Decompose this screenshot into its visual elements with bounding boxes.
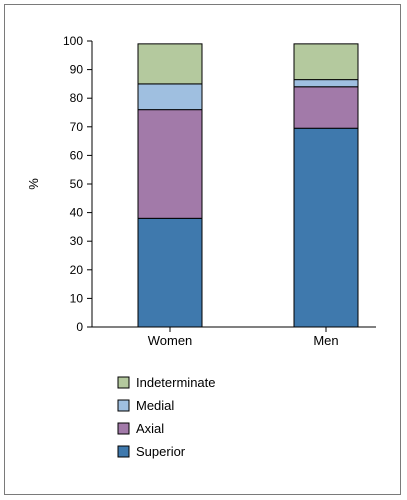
- y-axis-label: %: [26, 178, 41, 190]
- y-tick-label: 80: [70, 91, 84, 105]
- legend: Indeterminate Medial Axial Superior: [117, 375, 216, 459]
- bars: [137, 43, 359, 328]
- bar-segment-medial-women: [137, 83, 203, 111]
- bar-segment-axial-women: [137, 109, 203, 219]
- y-tick-label: 0: [76, 320, 83, 334]
- legend-item-indeterminate: Indeterminate: [117, 375, 216, 390]
- bar-stack-men: [293, 43, 359, 328]
- x-tick-label: Men: [313, 333, 338, 348]
- x-tick-label: Women: [148, 333, 193, 348]
- y-tick-label: 100: [63, 34, 83, 48]
- y-tick-label: 50: [70, 177, 84, 191]
- bar-segment-superior-women: [137, 217, 203, 328]
- legend-item-axial: Axial: [117, 421, 164, 436]
- legend-label: Medial: [136, 398, 174, 413]
- legend-item-medial: Medial: [117, 398, 174, 413]
- legend-label: Indeterminate: [136, 375, 216, 390]
- legend-item-superior: Superior: [117, 444, 186, 459]
- legend-swatch: [117, 399, 130, 412]
- legend-label: Superior: [136, 444, 186, 459]
- y-tick-label: 90: [70, 63, 84, 77]
- legend-swatch: [117, 422, 130, 435]
- bar-segment-indeterminate-men: [293, 43, 359, 81]
- legend-swatch: [117, 445, 130, 458]
- bar-segment-indeterminate-women: [137, 43, 203, 85]
- x-axis: Women Men: [92, 326, 376, 348]
- y-tick-label: 20: [70, 263, 84, 277]
- bar-segment-medial-men: [293, 79, 359, 88]
- y-tick-label: 40: [70, 206, 84, 220]
- bar-segment-superior-men: [293, 127, 359, 328]
- y-tick-label: 60: [70, 148, 84, 162]
- legend-swatch: [117, 376, 130, 389]
- y-axis: 0 10 20 30 40 50 60 70 80 90 100: [63, 34, 93, 334]
- y-tick-label: 70: [70, 120, 84, 134]
- legend-label: Axial: [136, 421, 164, 436]
- bar-stack-women: [137, 43, 203, 328]
- bar-segment-axial-men: [293, 86, 359, 129]
- y-tick-label: 10: [70, 291, 84, 305]
- y-tick-label: 30: [70, 234, 84, 248]
